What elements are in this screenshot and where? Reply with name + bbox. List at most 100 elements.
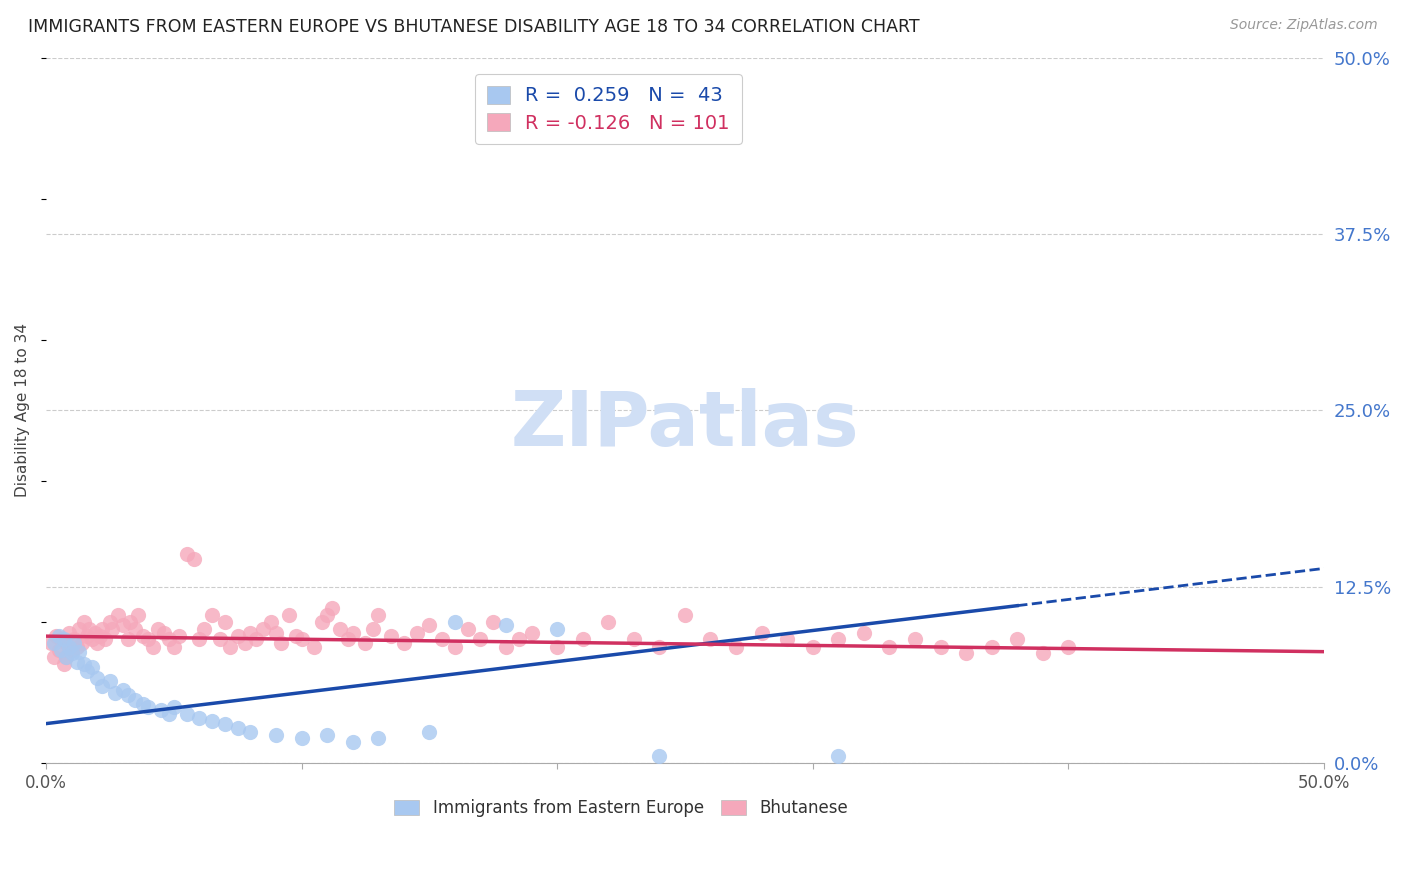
Point bbox=[152, 626, 174, 640]
Legend: Immigrants from Eastern Europe, Bhutanese: Immigrants from Eastern Europe, Bhutanes… bbox=[387, 790, 856, 825]
Point bbox=[127, 607, 149, 622]
Point bbox=[725, 640, 748, 655]
Point bbox=[904, 632, 927, 646]
Point bbox=[111, 618, 134, 632]
Point bbox=[260, 615, 283, 629]
Point bbox=[176, 547, 198, 561]
Point bbox=[482, 615, 505, 629]
Point bbox=[79, 622, 101, 636]
Point bbox=[101, 622, 124, 636]
Point bbox=[42, 636, 65, 650]
Point bbox=[193, 622, 215, 636]
Point bbox=[1032, 646, 1054, 660]
Point bbox=[673, 607, 696, 622]
Point bbox=[124, 622, 146, 636]
Point bbox=[157, 706, 180, 721]
Text: Source: ZipAtlas.com: Source: ZipAtlas.com bbox=[1230, 18, 1378, 32]
Point bbox=[208, 632, 231, 646]
Point bbox=[801, 640, 824, 655]
Point bbox=[430, 632, 453, 646]
Point bbox=[214, 615, 236, 629]
Point bbox=[104, 685, 127, 699]
Point bbox=[1005, 632, 1028, 646]
Point bbox=[132, 629, 155, 643]
Point bbox=[361, 622, 384, 636]
Point bbox=[39, 636, 62, 650]
Point bbox=[239, 626, 262, 640]
Point bbox=[167, 629, 190, 643]
Point bbox=[67, 622, 90, 636]
Point bbox=[321, 601, 343, 615]
Point bbox=[457, 622, 479, 636]
Point bbox=[380, 629, 402, 643]
Point bbox=[94, 632, 117, 646]
Point bbox=[290, 731, 312, 745]
Point bbox=[1057, 640, 1080, 655]
Point bbox=[86, 672, 108, 686]
Point bbox=[63, 632, 86, 646]
Point bbox=[270, 636, 292, 650]
Point bbox=[80, 632, 103, 646]
Point bbox=[329, 622, 352, 636]
Point bbox=[311, 615, 333, 629]
Point bbox=[73, 615, 96, 629]
Point bbox=[98, 674, 121, 689]
Point bbox=[80, 660, 103, 674]
Point bbox=[48, 643, 70, 657]
Point bbox=[392, 636, 415, 650]
Point bbox=[546, 640, 568, 655]
Point bbox=[111, 682, 134, 697]
Point bbox=[55, 650, 77, 665]
Point bbox=[444, 615, 467, 629]
Point bbox=[55, 650, 77, 665]
Point bbox=[70, 636, 93, 650]
Point bbox=[76, 629, 98, 643]
Point bbox=[623, 632, 645, 646]
Point bbox=[163, 640, 186, 655]
Point bbox=[495, 618, 517, 632]
Point bbox=[136, 699, 159, 714]
Point bbox=[336, 632, 359, 646]
Point bbox=[117, 632, 139, 646]
Point bbox=[76, 665, 98, 679]
Point bbox=[827, 632, 849, 646]
Point bbox=[405, 626, 427, 640]
Point bbox=[163, 699, 186, 714]
Point bbox=[264, 626, 287, 640]
Point bbox=[648, 640, 671, 655]
Point bbox=[879, 640, 901, 655]
Point bbox=[157, 632, 180, 646]
Text: ZIPatlas: ZIPatlas bbox=[510, 387, 859, 461]
Point bbox=[107, 607, 129, 622]
Point bbox=[120, 615, 142, 629]
Point bbox=[45, 629, 67, 643]
Y-axis label: Disability Age 18 to 34: Disability Age 18 to 34 bbox=[15, 324, 30, 498]
Point bbox=[73, 657, 96, 672]
Point bbox=[188, 632, 211, 646]
Point bbox=[66, 655, 89, 669]
Point bbox=[176, 706, 198, 721]
Point bbox=[60, 643, 83, 657]
Point bbox=[290, 632, 312, 646]
Point bbox=[699, 632, 721, 646]
Point bbox=[342, 735, 364, 749]
Point bbox=[264, 728, 287, 742]
Point bbox=[367, 731, 389, 745]
Point bbox=[201, 607, 224, 622]
Point bbox=[91, 622, 114, 636]
Point bbox=[245, 632, 267, 646]
Point bbox=[42, 650, 65, 665]
Point bbox=[226, 721, 249, 735]
Point bbox=[132, 697, 155, 711]
Point bbox=[955, 646, 977, 660]
Point bbox=[367, 607, 389, 622]
Point bbox=[304, 640, 326, 655]
Point bbox=[58, 640, 80, 655]
Point bbox=[188, 711, 211, 725]
Point bbox=[52, 657, 75, 672]
Point bbox=[148, 622, 170, 636]
Point bbox=[852, 626, 875, 640]
Point bbox=[277, 607, 299, 622]
Point bbox=[239, 725, 262, 739]
Point bbox=[598, 615, 620, 629]
